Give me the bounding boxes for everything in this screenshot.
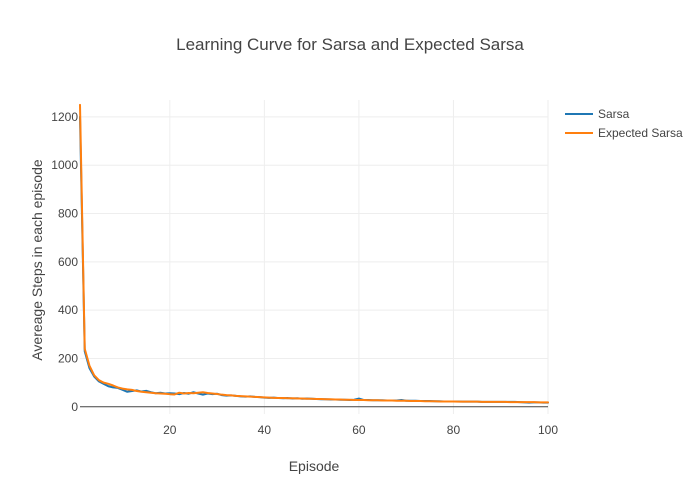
x-tick-label: 100	[538, 423, 558, 437]
y-tick-label: 600	[58, 255, 78, 269]
legend-label-sarsa: Sarsa	[598, 107, 630, 121]
y-tick-label: 200	[58, 351, 78, 365]
x-tick-label: 80	[447, 423, 461, 437]
series-line-0	[79, 115, 549, 404]
plot-area	[79, 103, 549, 404]
x-tick-label: 60	[352, 423, 366, 437]
series-line-1	[79, 103, 549, 404]
x-tick-label: 40	[258, 423, 272, 437]
legend: Sarsa Expected Sarsa	[565, 107, 683, 140]
chart-title: Learning Curve for Sarsa and Expected Sa…	[176, 35, 524, 54]
x-tick-label: 20	[163, 423, 177, 437]
y-tick-label: 0	[71, 400, 78, 414]
legend-label-expected-sarsa: Expected Sarsa	[598, 126, 683, 140]
y-tick-label: 800	[58, 207, 78, 221]
y-axis-title: Avereage Steps in each episode	[29, 159, 45, 361]
y-tick-label: 400	[58, 303, 78, 317]
y-tick-label: 1000	[51, 158, 78, 172]
y-tick-label: 1200	[51, 110, 78, 124]
grid	[80, 100, 549, 414]
x-axis-title: Episode	[289, 458, 340, 474]
